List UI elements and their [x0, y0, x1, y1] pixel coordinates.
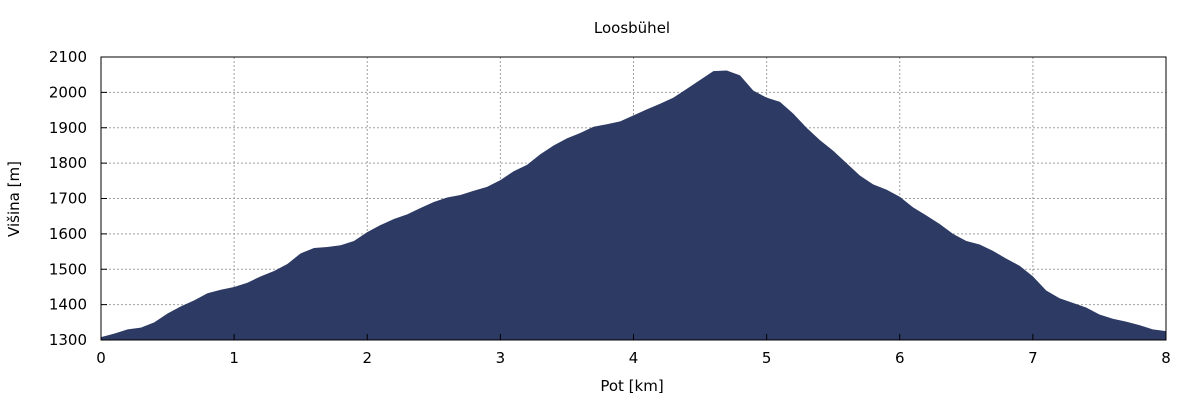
- x-tick-label: 2: [362, 349, 372, 367]
- y-tick-label: 2000: [49, 83, 87, 101]
- x-tick-label: 8: [1161, 349, 1171, 367]
- y-tick-label: 1400: [49, 296, 87, 314]
- y-tick-label: 1500: [49, 260, 87, 278]
- x-tick-label: 3: [496, 349, 506, 367]
- x-axis-ticks: 0 1 2 3 4 5 6 7 8: [96, 334, 1171, 367]
- y-tick-label: 1300: [49, 331, 87, 349]
- x-tick-label: 4: [629, 349, 639, 367]
- x-tick-label: 6: [895, 349, 905, 367]
- x-tick-label: 0: [96, 349, 106, 367]
- y-axis-label: Višina [m]: [5, 161, 23, 237]
- y-axis-ticks: 1300 1400 1500 1600 1700 1800 1900 2000 2100: [49, 48, 107, 349]
- x-tick-label: 1: [229, 349, 239, 367]
- y-tick-label: 1800: [49, 154, 87, 172]
- y-tick-label: 1900: [49, 119, 87, 137]
- y-tick-label: 2100: [49, 48, 87, 66]
- elevation-area: [101, 70, 1166, 340]
- y-tick-label: 1600: [49, 225, 87, 243]
- x-axis-label: Pot [km]: [600, 377, 663, 395]
- chart-title: Loosbühel: [594, 19, 670, 37]
- x-tick-label: 5: [762, 349, 772, 367]
- x-tick-label: 7: [1028, 349, 1038, 367]
- y-tick-label: 1700: [49, 190, 87, 208]
